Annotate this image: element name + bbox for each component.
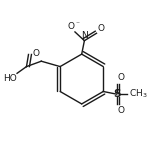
Text: N: N	[81, 31, 88, 40]
Text: CH$_3$: CH$_3$	[129, 88, 147, 100]
Text: HO: HO	[3, 74, 16, 83]
Text: O: O	[118, 106, 125, 115]
Text: ⁻: ⁻	[75, 20, 79, 28]
Text: O: O	[33, 49, 40, 58]
Text: O: O	[68, 22, 75, 31]
Text: S: S	[113, 89, 120, 99]
Text: O: O	[118, 74, 125, 82]
Text: O: O	[97, 24, 104, 33]
